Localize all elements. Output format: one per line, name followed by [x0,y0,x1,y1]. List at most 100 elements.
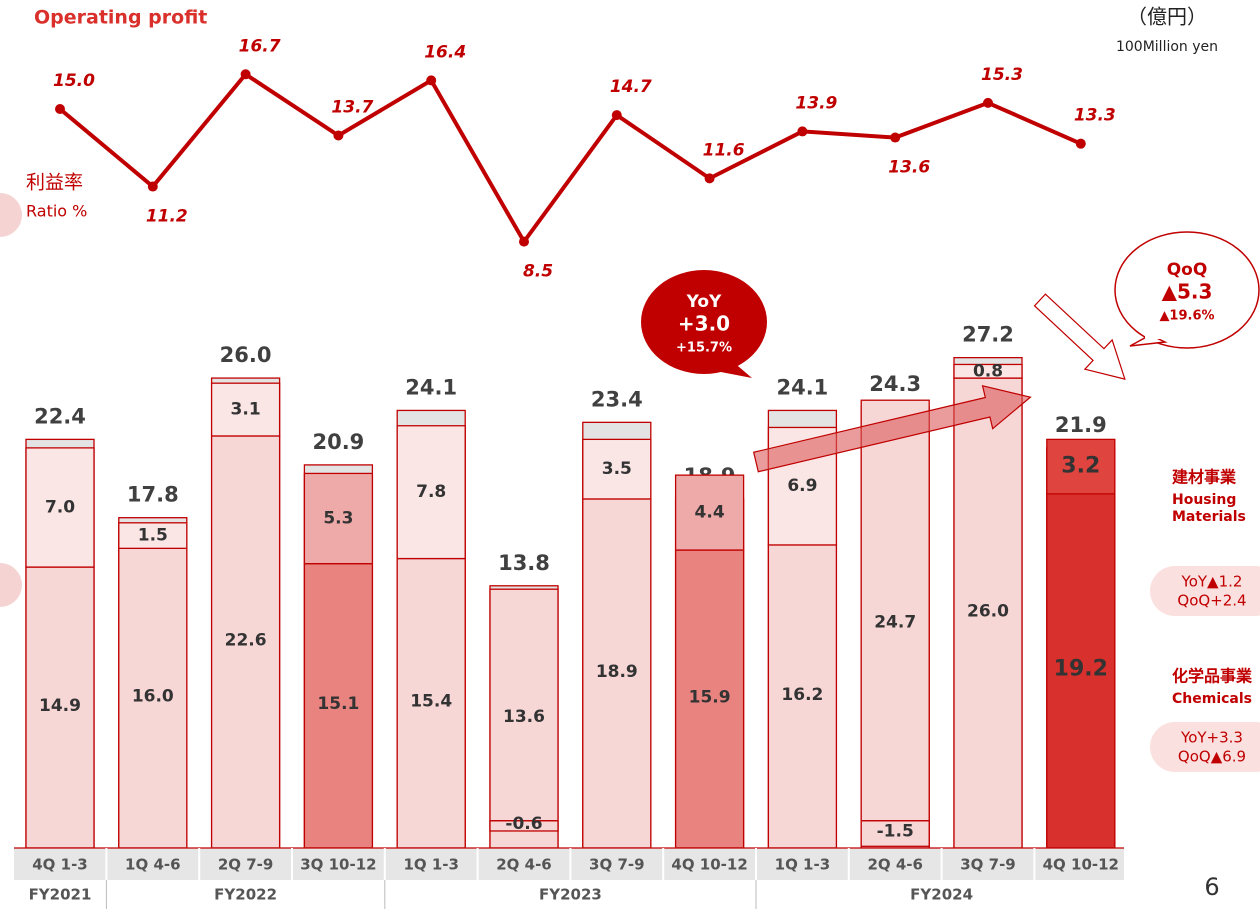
ratio-label: 8.5 [523,262,553,282]
legend-pill [1150,566,1260,616]
bar-segment [674,474,745,551]
legend-name-en: Chemicals [1172,691,1252,707]
bar-segment [953,377,1023,849]
ratio-point [426,75,437,86]
bar-segment [210,382,281,437]
bar-label: 3.5 [602,459,632,479]
bar-label: 18.9 [596,662,638,682]
ratio-label: 13.7 [331,98,373,118]
total-label: 23.4 [591,387,643,411]
decoration [0,563,22,607]
bar-label: 1.5 [138,526,168,546]
bar-segment [860,399,930,849]
total-label: 27.2 [962,323,1014,347]
bar-segment [489,588,559,849]
total-label: 26.0 [220,343,272,367]
bar-label: -0.6 [505,814,542,834]
ratio-label: 15.0 [53,71,95,91]
qoq-arrow [1033,293,1126,380]
x-tick-label: 4Q 10-12 [671,856,747,874]
annotation: ▲19.6% [1159,309,1214,324]
bar-label: 3.2 [1061,454,1100,479]
ratio-point [147,181,158,192]
total-label: 13.8 [498,551,550,575]
ratio-label: 15.3 [981,65,1023,85]
ratio-label: 11.6 [703,140,745,160]
bar-label: -1.5 [877,822,914,842]
bar-label: 22.6 [225,630,267,650]
total-label: 21.9 [1055,413,1107,437]
bar-label: 6.9 [787,476,817,496]
bar-label: 7.0 [45,497,75,517]
legend-yoy: YoY▲1.2 [1181,573,1243,591]
x-tick-label: 2Q 7-9 [218,856,274,874]
x-tick-label: 3Q 7-9 [589,856,645,874]
legend-name-en: Housing [1172,492,1236,508]
bar-segment [582,438,652,500]
x-tick-label: 1Q 1-3 [775,856,831,874]
total-label: 20.9 [312,430,364,454]
bar-segment [25,447,95,568]
group-label: FY2022 [214,886,277,904]
ratio-label: 16.7 [239,36,281,56]
x-tick-label: 2Q 4-6 [496,856,552,874]
annotation: +3.0 [678,312,730,336]
bar-label: 15.1 [317,694,359,714]
yoy-bubble [641,270,767,378]
ratio-point [890,132,901,143]
annotation: YoY [686,292,722,312]
bar-segment [210,435,281,849]
bar-label: 15.9 [689,687,731,707]
line-label: 利益率 [26,172,83,194]
bar-segment [953,363,1023,379]
unit: （億円） [1127,5,1207,29]
ratio-point [704,173,715,184]
bar-label: 15.4 [410,692,452,712]
line-label-en: Ratio % [26,202,87,221]
annotation: +15.7% [676,341,732,356]
ratio-label: 13.3 [1074,106,1116,126]
bar-segment [1046,493,1116,849]
bar-segment [396,425,466,560]
decoration [0,193,22,237]
total-label: 24.1 [776,375,828,399]
qoq-bubble [1114,231,1260,349]
trend-arrow [752,385,1032,473]
bar-label: 24.7 [874,612,916,632]
ratio-label: 16.4 [424,42,466,62]
bar-label: 19.2 [1054,656,1108,681]
ratio-point [1075,138,1086,149]
legend-yoy: YoY+3.3 [1180,729,1243,747]
ratio-line [58,71,1082,246]
x-tick-label: 4Q 10-12 [1043,856,1119,874]
x-tick-label: 2Q 4-6 [867,856,923,874]
ratio-point [519,236,529,247]
legend-pill [1150,722,1260,772]
group-label: FY2023 [539,886,602,904]
bar-label: 5.3 [323,509,353,529]
page-number: 6 [1204,873,1219,901]
chart-title: Operating profit [34,7,207,29]
bar-label: 4.4 [695,503,725,523]
bar-label: 3.1 [231,400,261,420]
annotation: ▲5.3 [1162,280,1213,304]
group-label: FY2024 [910,886,973,904]
ratio-point [983,97,993,108]
legend-qoq: QoQ+2.4 [1177,592,1246,610]
total-label: 17.8 [127,483,179,507]
group-label: FY2021 [29,886,92,904]
ratio-label: 13.9 [795,93,837,113]
ratio-label: 13.6 [888,158,930,178]
bar-segment [118,547,188,849]
x-tick-label: 1Q 1-3 [403,856,459,874]
bar-segment [767,544,838,849]
total-label: 24.3 [869,372,921,396]
legend-name: 化学品事業 [1172,667,1253,686]
bar-label: 16.0 [132,687,174,707]
bar-label: 26.0 [967,601,1009,621]
x-tick-label: 3Q 10-12 [300,856,376,874]
bar-label: 0.8 [973,361,1003,381]
bar-label: 16.2 [781,685,823,705]
annotation: QoQ [1167,260,1208,280]
